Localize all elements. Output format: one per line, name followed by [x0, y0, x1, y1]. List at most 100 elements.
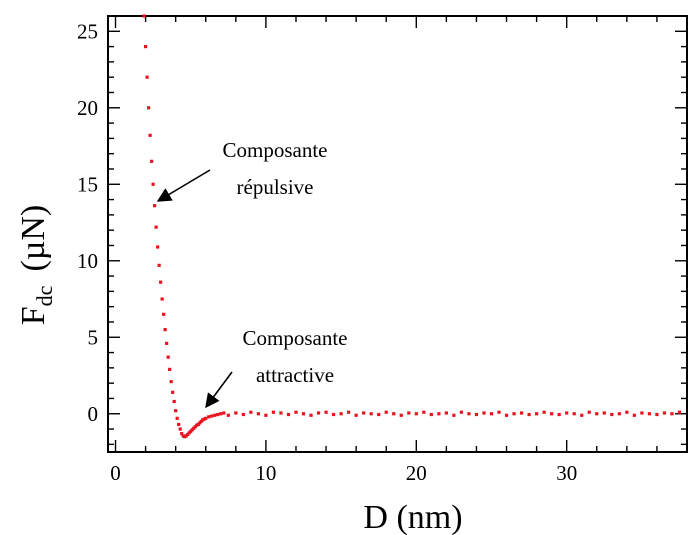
data-point: [154, 225, 158, 229]
data-point: [677, 410, 682, 414]
annotation-repulsive-line2: répulsive: [237, 175, 314, 199]
data-point: [512, 412, 516, 416]
data-point: [172, 399, 176, 404]
data-point: [565, 411, 569, 415]
data-point: [670, 412, 674, 416]
data-point: [271, 410, 276, 414]
annotation-repulsive: Composante répulsive: [156, 138, 328, 202]
data-point: [362, 411, 366, 415]
data-point: [226, 413, 230, 417]
data-point: [309, 413, 313, 417]
data-point: [241, 412, 245, 417]
data-point: [210, 414, 214, 418]
data-point: [168, 367, 172, 371]
data-point: [602, 411, 606, 415]
data-point: [587, 410, 591, 414]
data-point: [444, 411, 448, 415]
data-point: [151, 182, 155, 186]
data-point: [504, 413, 509, 417]
svg-text:Fdc(µN): Fdc (µN): [15, 205, 57, 325]
data-point: [414, 412, 418, 416]
data-point: [617, 412, 621, 416]
x-tick-label: 30: [556, 461, 577, 485]
data-point: [160, 297, 164, 301]
annotation-attractive-arrow: [205, 371, 233, 409]
data-point: [542, 410, 546, 414]
y-axis-title-subscript: dc: [32, 285, 57, 306]
data-point: [437, 412, 441, 416]
data-point: [527, 412, 531, 417]
data-point: [347, 410, 351, 414]
y-tick-label: 10: [77, 249, 98, 273]
data-point: [354, 413, 358, 417]
data-point: [662, 411, 667, 415]
x-axis-title: D (nm): [363, 499, 462, 535]
data-point: [595, 412, 599, 416]
x-tick-label: 20: [406, 461, 427, 485]
data-point: [143, 44, 148, 49]
data-point: [339, 412, 343, 416]
data-point: [625, 410, 629, 414]
data-point: [162, 312, 166, 316]
data-point: [580, 413, 584, 417]
data-point: [153, 204, 157, 208]
data-point: [331, 412, 336, 417]
data-point: [219, 412, 223, 416]
y-tick-label: 15: [77, 172, 98, 196]
data-point: [550, 412, 554, 416]
data-point: [535, 412, 539, 416]
data-point: [234, 411, 238, 415]
data-point: [171, 390, 175, 394]
data-point: [572, 412, 576, 416]
data-point: [142, 14, 146, 18]
data-point: [422, 410, 426, 414]
data-point: [294, 410, 298, 414]
data-point: [148, 133, 152, 137]
data-point: [497, 410, 501, 414]
data-point: [429, 412, 433, 417]
data-point: [316, 411, 321, 415]
data-point: [213, 413, 217, 417]
y-tick-label: 5: [88, 325, 99, 349]
y-axis-title: Fdc (µN): [15, 205, 57, 325]
data-point: [557, 412, 561, 417]
data-point: [324, 410, 328, 414]
y-axis-title-unit: (µN): [15, 205, 52, 272]
data-point: [384, 410, 388, 414]
data-point: [647, 412, 652, 416]
data-point: [407, 411, 411, 415]
data-point: [474, 412, 479, 417]
data-point: [640, 411, 644, 415]
data-point: [482, 411, 486, 415]
data-point: [150, 159, 154, 163]
data-point: [163, 328, 167, 332]
data-point: [256, 412, 260, 416]
data-point: [467, 412, 471, 416]
data-point: [452, 413, 456, 417]
data-point: [392, 412, 396, 416]
data-point: [159, 280, 163, 284]
data-point: [655, 412, 659, 417]
y-tick-label: 20: [77, 96, 98, 120]
annotation-attractive-line1: Composante: [243, 326, 348, 350]
data-point: [459, 410, 464, 414]
data-point: [519, 411, 524, 415]
data-point: [222, 411, 226, 415]
data-point: [279, 411, 283, 415]
plot-frame: [107, 15, 688, 453]
data-point: [369, 412, 373, 416]
data-point: [249, 410, 253, 414]
data-point: [610, 412, 614, 417]
data-point: [377, 412, 381, 417]
y-tick-label: 0: [88, 402, 99, 426]
annotation-attractive: Composante attractive: [205, 326, 348, 409]
data-point: [216, 412, 220, 417]
y-tick-label: 25: [77, 19, 98, 43]
x-tick-label: 0: [110, 461, 121, 485]
data-point: [157, 263, 161, 267]
data-point: [145, 75, 149, 79]
data-point: [399, 413, 403, 417]
data-point: [156, 245, 160, 249]
